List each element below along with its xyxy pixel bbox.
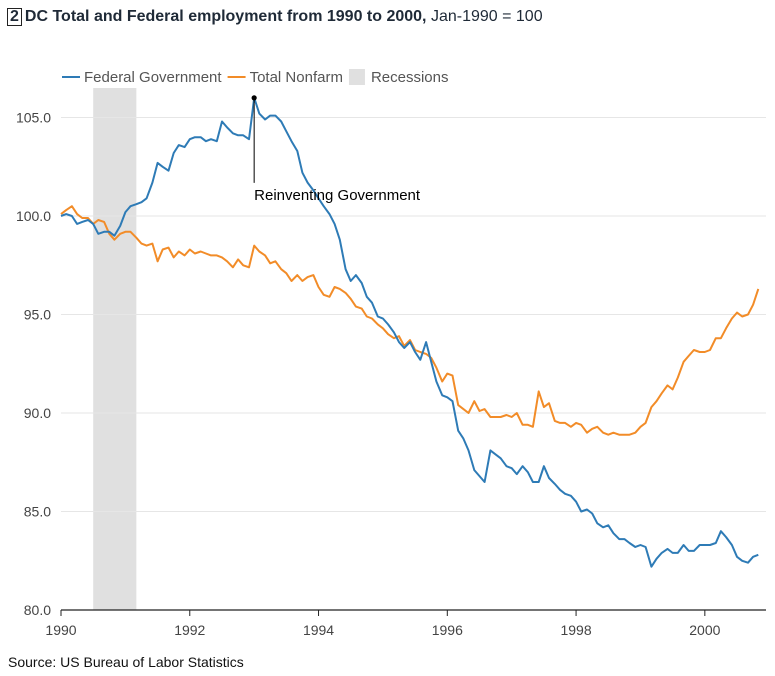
annotation-marker <box>251 95 257 101</box>
source-note: Source: US Bureau of Labor Statistics <box>8 654 244 670</box>
y-tick-label: 85.0 <box>24 504 51 520</box>
x-tick-label: 1996 <box>432 622 463 638</box>
annotation-label: Reinventing Government <box>254 187 421 204</box>
annotations: Reinventing Government <box>251 95 421 204</box>
x-tick-label: 1998 <box>560 622 591 638</box>
x-tick-label: 1994 <box>303 622 334 638</box>
x-tick-label: 1990 <box>45 622 76 638</box>
figure-number: 2 <box>7 8 22 26</box>
chart-title: 2 DC Total and Federal employment from 19… <box>7 8 543 26</box>
y-tick-label: 80.0 <box>24 602 51 618</box>
gridlines <box>61 117 766 513</box>
series-line-federal-government <box>60 96 759 568</box>
recession-layer <box>93 88 137 610</box>
series-line-total-nonfarm <box>60 205 760 436</box>
y-tick-label: 95.0 <box>24 307 51 323</box>
legend-label: Recessions <box>371 69 449 86</box>
title-main: DC Total and Federal employment from 199… <box>24 8 427 25</box>
legend-swatch-recessions <box>348 69 365 85</box>
legend-label: Federal Government <box>84 69 222 86</box>
y-tick-label: 105.0 <box>16 110 51 126</box>
x-tick-label: 2000 <box>689 622 720 638</box>
recession-band <box>93 88 137 610</box>
series-lines <box>60 96 760 568</box>
title-subtitle: Jan-1990 = 100 <box>426 8 543 25</box>
axes: 80.0 85.0 90.0 95.0 100.0 105.0 1990 1992 1994 19… <box>16 110 766 638</box>
y-tick-label: 90.0 <box>24 405 51 421</box>
legend: Federal Government Total Nonfarm Recession… <box>62 69 449 86</box>
legend-label: Total Nonfarm <box>250 69 343 86</box>
x-tick-label: 1992 <box>174 622 205 638</box>
y-tick-label: 100.0 <box>16 208 51 224</box>
